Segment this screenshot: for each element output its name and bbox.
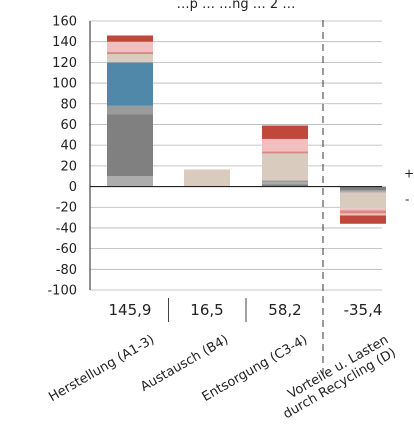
bar-segment bbox=[262, 182, 308, 185]
chart-title: …p … …ng … 2 … bbox=[177, 0, 296, 12]
bar-segment bbox=[340, 213, 386, 216]
bar-segment bbox=[262, 125, 308, 139]
y-tick-label: 140 bbox=[52, 35, 77, 50]
bar-segment bbox=[107, 105, 153, 115]
y-tick-label: -100 bbox=[47, 284, 77, 299]
bar-segment bbox=[107, 176, 153, 187]
bar-segment bbox=[107, 62, 153, 106]
category-labels: Herstellung (A1-3)Austausch (B4)Entsorgu… bbox=[46, 332, 398, 422]
bar-segment bbox=[340, 210, 386, 214]
y-axis-ticks: 160 140 120 100 80 60 40 20 0 -20 -40 -60 -80 -100 bbox=[47, 15, 77, 299]
bar-segment bbox=[262, 180, 308, 183]
category-total: -35,4 bbox=[344, 301, 383, 319]
bar-segment bbox=[262, 184, 308, 187]
bar-segment bbox=[340, 186, 386, 191]
category-total: 16,5 bbox=[190, 301, 223, 319]
y-tick-label: 40 bbox=[60, 139, 77, 154]
positive-sign: + bbox=[404, 167, 414, 181]
bar-segment bbox=[107, 54, 153, 63]
y-tick-label: -40 bbox=[56, 221, 77, 236]
category-total: 145,9 bbox=[109, 301, 152, 319]
y-tick-label: 160 bbox=[52, 15, 77, 30]
bar-segment bbox=[340, 192, 386, 209]
bar-segment bbox=[107, 114, 153, 177]
category-total: 58,2 bbox=[268, 301, 301, 319]
bar-segment bbox=[262, 153, 308, 181]
bar-segment bbox=[107, 41, 153, 53]
y-tick-label: 20 bbox=[60, 159, 77, 174]
negative-sign: - bbox=[405, 193, 409, 207]
y-tick-label: -20 bbox=[56, 201, 77, 216]
y-tick-label: 80 bbox=[60, 97, 77, 112]
y-tick-label: 0 bbox=[69, 180, 77, 195]
bar-segment bbox=[107, 35, 153, 42]
y-tick-label: 60 bbox=[60, 118, 77, 133]
y-tick-label: 100 bbox=[52, 77, 77, 92]
category-label: Herstellung (A1-3) bbox=[46, 332, 157, 405]
bar-segment bbox=[262, 151, 308, 154]
y-tick-label: -60 bbox=[56, 242, 77, 257]
bar-segment bbox=[340, 215, 386, 224]
bar-segment bbox=[340, 208, 386, 211]
bar-segment bbox=[107, 52, 153, 55]
y-tick-label: -80 bbox=[56, 263, 77, 278]
bar-segment bbox=[262, 138, 308, 152]
bars bbox=[107, 35, 386, 224]
total-labels: 145,9 16,5 58,2 -35,4 bbox=[109, 298, 383, 322]
bar-segment bbox=[184, 169, 230, 187]
y-tick-label: 120 bbox=[52, 56, 77, 71]
bar-segment bbox=[340, 190, 386, 193]
